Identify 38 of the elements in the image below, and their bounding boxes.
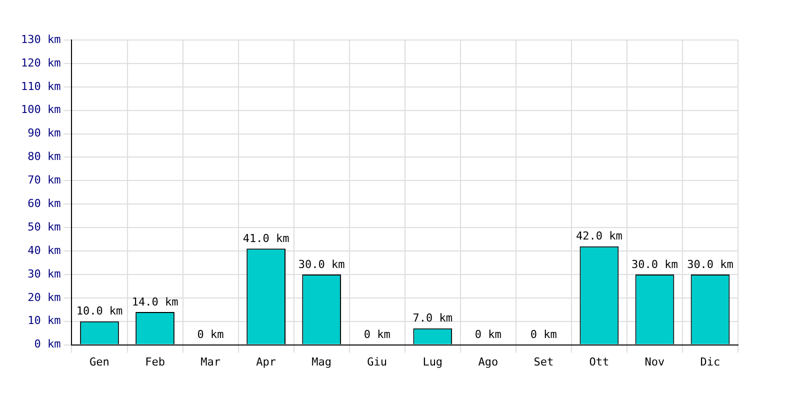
y-tick-label: 60 km <box>28 196 62 210</box>
y-tick-label: 80 km <box>28 150 62 164</box>
y-tick-label: 90 km <box>28 126 62 140</box>
y-tick-label: 10 km <box>28 314 62 328</box>
data-label: 7.0 km <box>412 312 453 325</box>
y-tick-label: 110 km <box>20 80 62 93</box>
y-tick-label: 0 km <box>34 338 62 351</box>
x-tick-label: Nov <box>644 355 666 368</box>
y-tick-label: 120 km <box>20 56 62 70</box>
data-label: 30.0 km <box>298 258 346 271</box>
x-tick-label: Apr <box>256 355 276 368</box>
data-label: 0 km <box>197 328 224 342</box>
data-label: 0 km <box>530 328 558 342</box>
x-tick-label: Dic <box>700 355 720 368</box>
x-tick-label: Giu <box>367 355 388 368</box>
data-label: 0 km <box>474 328 502 342</box>
y-tick-label: 100 km <box>20 103 62 116</box>
y-tick-label: 40 km <box>28 244 62 257</box>
y-tick-label: 130 km <box>20 32 62 46</box>
data-label: 0 km <box>364 328 391 342</box>
y-tick-label: 30 km <box>28 267 62 280</box>
y-tick-label: 20 km <box>28 290 62 304</box>
data-label: 14.0 km <box>132 295 179 308</box>
data-label: 41.0 km <box>242 232 290 246</box>
data-label: 30.0 km <box>632 258 678 271</box>
x-tick-label: Ott <box>589 355 610 368</box>
x-tick-label: Feb <box>145 355 165 368</box>
x-tick-label: Set <box>534 355 554 368</box>
data-label: 30.0 km <box>687 258 734 271</box>
data-label: 42.0 km <box>576 230 623 243</box>
y-tick-label: 50 km <box>28 220 62 234</box>
x-tick-label: Mar <box>200 355 221 368</box>
data-label: 10.0 km <box>76 304 124 318</box>
y-tick-label: 70 km <box>28 174 62 187</box>
x-tick-label: Mag <box>312 355 332 368</box>
x-tick-label: Ago <box>478 355 498 368</box>
x-tick-label: Gen <box>90 355 110 368</box>
x-tick-label: Lug <box>422 355 443 368</box>
